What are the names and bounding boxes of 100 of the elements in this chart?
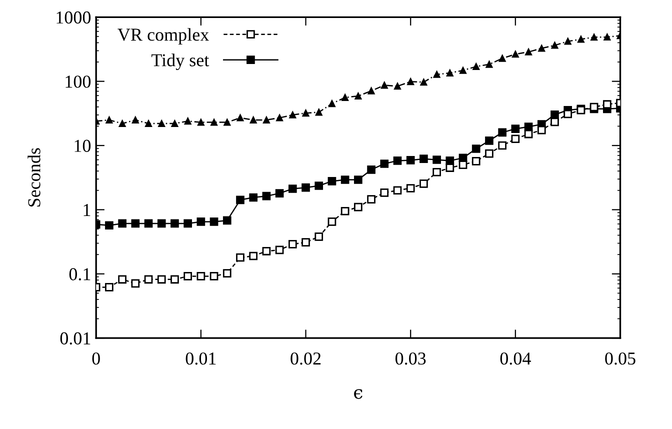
point	[354, 202, 362, 212]
point	[524, 130, 533, 138]
point	[250, 116, 257, 124]
point	[420, 154, 428, 164]
point	[157, 275, 166, 284]
point	[485, 149, 494, 158]
point	[525, 48, 532, 56]
point	[380, 188, 389, 197]
x-tick-label: 0.01	[186, 352, 216, 365]
point	[275, 246, 284, 254]
y-tick-label: 0.1	[69, 268, 90, 280]
point	[236, 114, 244, 122]
legend-label: Tidy set	[151, 54, 210, 70]
point	[433, 70, 440, 78]
point	[537, 126, 546, 134]
point	[460, 66, 466, 74]
point	[105, 221, 114, 230]
point	[222, 269, 232, 278]
point	[328, 100, 336, 108]
point	[538, 44, 546, 52]
point	[564, 110, 572, 118]
point	[604, 34, 611, 41]
point	[157, 219, 166, 228]
point	[354, 92, 362, 100]
point	[184, 272, 192, 280]
point	[275, 189, 284, 198]
point	[367, 195, 376, 204]
point	[105, 283, 114, 292]
point	[380, 160, 389, 168]
point	[262, 246, 271, 256]
point	[354, 176, 362, 184]
x-tick-label: 0.04	[500, 352, 531, 365]
point	[367, 166, 376, 174]
point	[512, 50, 519, 58]
point	[393, 186, 402, 195]
point	[328, 177, 336, 186]
x-tick-label: 0	[92, 352, 100, 365]
y-tick-label: 1000	[56, 11, 91, 24]
point	[118, 120, 126, 128]
point	[420, 180, 428, 188]
point	[170, 275, 179, 284]
point	[288, 240, 297, 248]
point	[196, 272, 206, 280]
point	[249, 193, 258, 202]
point	[432, 168, 441, 176]
point	[498, 128, 506, 137]
point	[171, 120, 178, 128]
point	[196, 218, 206, 226]
point	[222, 216, 232, 225]
point	[224, 118, 231, 126]
point	[511, 124, 520, 133]
point	[210, 118, 218, 126]
point	[498, 141, 506, 150]
x-tick-label: 0.05	[605, 352, 636, 365]
point	[118, 219, 126, 228]
point	[340, 206, 350, 216]
point	[406, 184, 415, 192]
point	[118, 275, 126, 284]
point	[210, 272, 218, 280]
point	[394, 82, 401, 90]
point	[288, 184, 297, 193]
point	[314, 182, 324, 190]
point	[276, 114, 284, 122]
point	[145, 120, 152, 128]
point	[511, 134, 520, 144]
point	[289, 111, 296, 118]
x-tick-label: 0.02	[290, 352, 321, 365]
point	[302, 183, 310, 192]
point	[184, 118, 192, 125]
point	[328, 218, 336, 226]
point	[262, 192, 271, 200]
point	[144, 275, 153, 284]
point	[302, 238, 310, 247]
point	[158, 120, 166, 128]
point	[420, 78, 428, 86]
point	[432, 156, 441, 164]
point	[368, 87, 375, 94]
point	[602, 100, 612, 109]
point	[486, 60, 493, 68]
point	[458, 160, 468, 170]
point	[302, 110, 310, 117]
point	[407, 78, 414, 86]
point	[262, 116, 270, 124]
point	[590, 34, 598, 41]
point	[485, 136, 494, 145]
point	[577, 36, 584, 43]
point	[393, 156, 402, 165]
y-tick-label: 1	[84, 204, 90, 216]
point	[380, 82, 388, 89]
point	[446, 70, 454, 76]
point	[131, 219, 140, 228]
point	[131, 279, 140, 288]
point	[342, 94, 349, 101]
point	[472, 63, 480, 70]
x-tick-label: 0.03	[395, 352, 426, 365]
point	[340, 176, 350, 184]
point	[236, 253, 244, 262]
point	[210, 218, 218, 226]
point	[550, 118, 559, 126]
point	[184, 219, 192, 228]
